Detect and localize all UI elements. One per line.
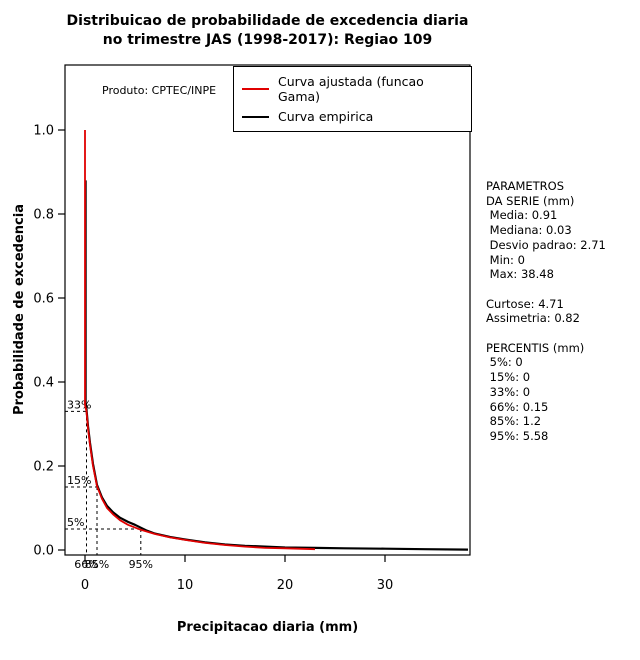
legend-line-sample bbox=[242, 115, 269, 118]
percentile-y-label: 15% bbox=[67, 474, 91, 487]
stats-line bbox=[486, 282, 606, 297]
stats-line: Max: 38.48 bbox=[486, 267, 554, 282]
percentile-x-label: 85% bbox=[85, 558, 109, 571]
stats-line: Desvio padrao: 2.71 bbox=[486, 237, 606, 252]
legend-label: Curva ajustada (funcao Gama) bbox=[278, 74, 424, 104]
product-label: Produto: CPTEC/INPE bbox=[102, 84, 217, 97]
legend-entry: Curva ajustada (funcao Gama) bbox=[242, 74, 463, 104]
x-tick-label: 20 bbox=[277, 578, 294, 593]
y-tick-label: 1.0 bbox=[33, 124, 54, 139]
x-tick-label: 30 bbox=[377, 578, 394, 593]
chart-title-line1: Distribuicao de probabilidade de exceden… bbox=[66, 13, 469, 29]
stats-line: 85%: 1.2 bbox=[486, 414, 542, 429]
legend-label: Curva empirica bbox=[278, 109, 374, 124]
legend: Curva ajustada (funcao Gama) Curva empiri… bbox=[233, 66, 472, 132]
stats-line: Min: 0 bbox=[486, 252, 525, 267]
gamma-curve bbox=[84, 130, 316, 551]
y-axis-title-wrap: Probabilidade de excedencia bbox=[6, 65, 32, 555]
stats-line: Curtose: 4.71 bbox=[486, 296, 564, 311]
stats-line: PARAMETROS bbox=[486, 179, 565, 193]
plot-box bbox=[64, 64, 471, 556]
x-tick-label: 0 bbox=[81, 578, 89, 593]
stats-line: Assimetria: 0.82 bbox=[486, 311, 580, 326]
y-axis-title: Probabilidade de excedencia bbox=[11, 204, 27, 416]
stats-line: DA SERIE (mm) bbox=[486, 193, 575, 208]
stats-line: 95%: 5.58 bbox=[486, 428, 549, 443]
percentile-y-label: 5% bbox=[67, 516, 84, 529]
y-tick-label: 0.8 bbox=[33, 208, 54, 223]
legend-entry: Curva empirica bbox=[242, 109, 463, 124]
y-tick-label: 0.4 bbox=[33, 376, 54, 391]
percentile-x-label: 95% bbox=[129, 558, 153, 571]
stats-line: 66%: 0.15 bbox=[486, 399, 549, 414]
stats-line: 5%: 0 bbox=[486, 355, 523, 370]
legend-line-sample bbox=[242, 88, 269, 90]
stats-line: Media: 0.91 bbox=[486, 208, 558, 223]
stats-line: Mediana: 0.03 bbox=[486, 223, 572, 238]
percentile-x-label: 66% bbox=[74, 558, 98, 571]
y-tick-label: 0.6 bbox=[33, 292, 54, 307]
y-tick-label: 0.2 bbox=[33, 460, 54, 475]
stats-line: PERCENTIS (mm) bbox=[486, 340, 585, 355]
stats-panel: PARAMETROS DA SERIE (mm) Media: 0.91 Medi… bbox=[486, 179, 606, 444]
stats-line: 15%: 0 bbox=[486, 370, 531, 385]
x-axis-title: Precipitacao diaria (mm) bbox=[176, 620, 359, 635]
y-tick-label: 0.0 bbox=[33, 544, 54, 559]
chart-title-line2: no trimestre JAS (1998-2017): Regiao 109 bbox=[102, 32, 433, 48]
stats-line: 33%: 0 bbox=[486, 384, 531, 399]
x-tick-label: 10 bbox=[177, 578, 194, 593]
stats-line bbox=[486, 326, 606, 341]
empirical-curve bbox=[84, 180, 469, 551]
percentile-y-label: 33% bbox=[67, 398, 91, 411]
